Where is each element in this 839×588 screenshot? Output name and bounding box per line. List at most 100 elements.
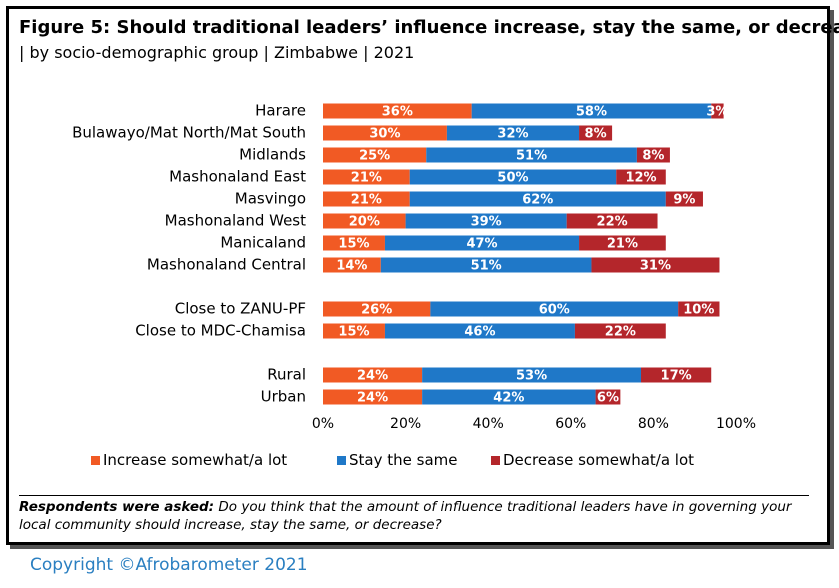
bar-segment	[422, 367, 642, 383]
bar-segment	[595, 389, 621, 405]
data-label: 30%	[369, 127, 400, 142]
bar-segment	[641, 367, 712, 383]
bar-segment	[323, 323, 385, 339]
legend-label: Increase somewhat/a lot	[103, 451, 287, 469]
data-label: 26%	[361, 303, 392, 318]
data-label: 20%	[349, 215, 380, 230]
bar-segment	[409, 169, 617, 185]
category-label: Manicaland	[220, 234, 306, 252]
data-label: 21%	[607, 237, 638, 252]
bar-segment	[384, 235, 580, 251]
data-label: 39%	[471, 215, 502, 230]
data-label: 10%	[683, 303, 714, 318]
bar-segment	[446, 125, 580, 141]
data-label: 22%	[605, 325, 636, 340]
bar-segment	[579, 235, 666, 251]
x-tick-label: 100%	[716, 416, 756, 432]
bar-segment	[678, 301, 720, 317]
data-label: 8%	[642, 149, 664, 164]
bar-segment	[380, 257, 592, 273]
legend-label: Stay the same	[349, 451, 457, 469]
x-tick-label: 0%	[312, 416, 334, 432]
category-label: Mashonaland East	[169, 168, 306, 186]
bar-segment	[616, 169, 666, 185]
figure-subtitle: | by socio-demographic group | Zimbabwe …	[19, 43, 415, 62]
bar-segment	[323, 257, 381, 273]
data-label: 15%	[338, 237, 369, 252]
category-label: Bulawayo/Mat North/Mat South	[72, 124, 306, 142]
figure-title: Figure 5: Should traditional leaders’ in…	[19, 17, 839, 38]
data-label: 14%	[336, 259, 367, 274]
data-label: 58%	[576, 105, 607, 120]
data-label: 12%	[625, 171, 656, 186]
bar-segment	[665, 191, 703, 207]
category-label: Midlands	[239, 146, 306, 164]
data-label: 46%	[464, 325, 495, 340]
data-label: 25%	[359, 149, 390, 164]
category-label: Mashonaland West	[165, 212, 306, 230]
category-label: Urban	[261, 388, 306, 406]
category-label: Close to ZANU-PF	[175, 300, 306, 318]
bar-segment	[323, 367, 423, 383]
bar-segment	[426, 147, 637, 163]
data-label: 53%	[516, 369, 547, 384]
category-label: Close to MDC-Chamisa	[135, 322, 306, 340]
category-label: Mashonaland Central	[147, 256, 306, 274]
figure-frame: Figure 5: Should traditional leaders’ in…	[6, 6, 839, 545]
data-label: 36%	[382, 105, 413, 120]
bar-segment	[591, 257, 720, 273]
bar-segment	[430, 301, 679, 317]
bar-segment	[323, 147, 427, 163]
bar-segment	[323, 191, 410, 207]
copyright-text: Copyright ©Afrobarometer 2021	[30, 555, 308, 575]
x-tick-label: 40%	[473, 416, 504, 432]
bar-segment	[323, 125, 447, 141]
data-label: 21%	[351, 193, 382, 208]
data-label: 31%	[640, 259, 671, 274]
survey-question-note: Respondents were asked: Do you think tha…	[19, 495, 809, 534]
bar-segment	[636, 147, 670, 163]
bar-segment	[323, 235, 385, 251]
data-label: 17%	[661, 369, 692, 384]
data-label: 22%	[597, 215, 628, 230]
bar-segment	[323, 103, 472, 119]
legend-swatch	[91, 456, 100, 465]
bar-segment	[384, 323, 575, 339]
note-text: Do you think that the amount of influenc…	[19, 499, 792, 533]
data-label: 51%	[516, 149, 547, 164]
bar-segment	[579, 125, 613, 141]
stacked-bar-chart: Harare 36% 58% 3% Bulawayo/Mat North/Mat Sou…	[72, 102, 756, 470]
bar-segment	[409, 191, 666, 207]
data-label: 3%	[706, 105, 728, 120]
data-label: 6%	[597, 391, 619, 406]
legend-swatch	[491, 456, 500, 465]
bar-segment	[566, 213, 658, 229]
data-label: 47%	[466, 237, 497, 252]
bar-segment	[405, 213, 567, 229]
legend-swatch	[337, 456, 346, 465]
category-label: Masvingo	[235, 190, 306, 208]
data-label: 62%	[522, 193, 553, 208]
bar-segment	[323, 389, 423, 405]
bar-segment	[422, 389, 596, 405]
data-label: 8%	[585, 127, 607, 142]
x-tick-label: 20%	[390, 416, 421, 432]
legend-label: Decrease somewhat/a lot	[503, 451, 694, 469]
category-label: Harare	[255, 102, 306, 120]
data-label: 50%	[497, 171, 528, 186]
data-label: 21%	[351, 171, 382, 186]
data-label: 32%	[497, 127, 528, 142]
bar-segment	[471, 103, 712, 119]
bar-segment	[323, 213, 406, 229]
bar-segment	[323, 169, 410, 185]
data-label: 9%	[673, 193, 695, 208]
x-tick-label: 80%	[638, 416, 669, 432]
data-label: 24%	[357, 369, 388, 384]
x-tick-label: 60%	[555, 416, 586, 432]
bar-segment	[574, 323, 666, 339]
category-label: Rural	[267, 366, 306, 384]
bar-segment	[323, 301, 431, 317]
data-label: 42%	[493, 391, 524, 406]
bar-segment	[711, 103, 724, 119]
data-label: 51%	[471, 259, 502, 274]
